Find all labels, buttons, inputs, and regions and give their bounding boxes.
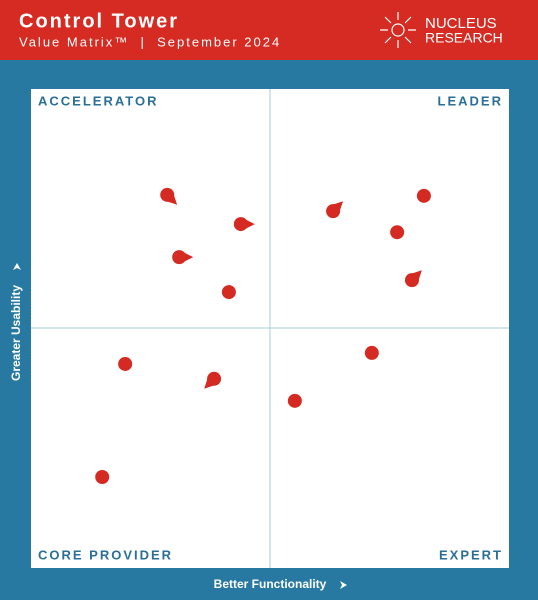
header-band <box>0 0 538 60</box>
vendor-point <box>118 356 133 371</box>
vendor-point <box>390 225 405 240</box>
subtitle: Value Matrix™ | September 2024 <box>19 34 281 49</box>
quadrant-label: ACCELERATOR <box>38 93 158 108</box>
vendor-point <box>95 469 110 484</box>
quadrant-label: CORE PROVIDER <box>38 547 173 562</box>
logo-text: RESEARCH <box>425 30 503 46</box>
axis-arrow <box>340 581 347 589</box>
vendor-point <box>160 187 175 202</box>
marks <box>95 187 431 484</box>
vendor-point <box>287 393 302 408</box>
logo-text: NUCLEUS <box>425 15 497 32</box>
x-axis-label: Better Functionality <box>214 577 327 591</box>
vendor-point <box>404 273 419 288</box>
vendor-point <box>233 217 248 232</box>
y-axis-label: Greater Usability <box>9 285 23 381</box>
vendor-point <box>207 371 222 386</box>
vendor-point <box>221 285 236 300</box>
quadrant-label: LEADER <box>438 93 503 108</box>
axis-arrow <box>13 263 21 270</box>
vendor-point <box>172 250 187 265</box>
title: Control Tower <box>19 10 179 32</box>
vendor-point <box>364 345 379 360</box>
quadrant-label: EXPERT <box>439 547 503 562</box>
logo-icon <box>380 12 416 48</box>
vendor-point <box>326 204 341 219</box>
vendor-point <box>416 188 431 203</box>
